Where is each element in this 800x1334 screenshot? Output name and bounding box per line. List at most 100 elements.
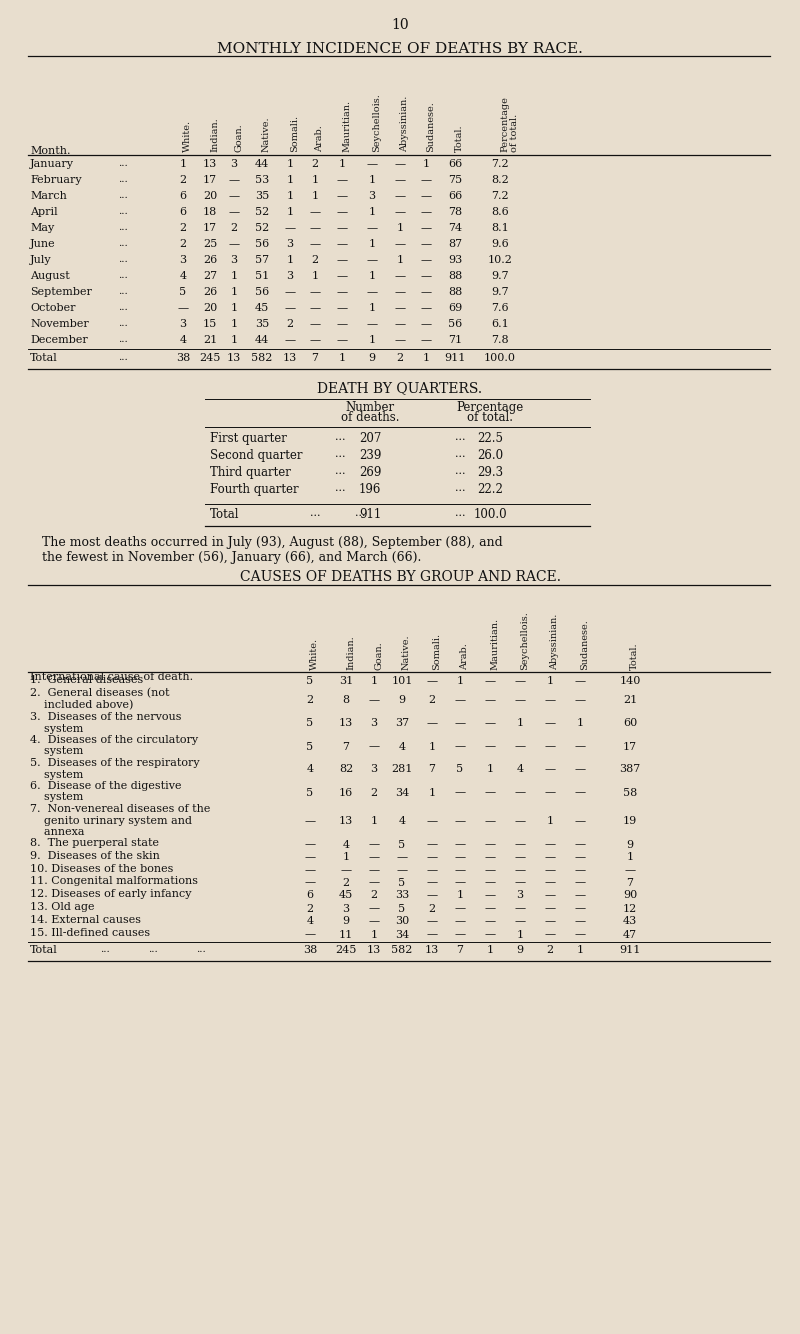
Text: 9: 9	[369, 354, 375, 363]
Text: Total.: Total.	[455, 124, 464, 152]
Text: 21: 21	[203, 335, 217, 346]
Text: —: —	[337, 271, 347, 281]
Text: 2: 2	[306, 695, 314, 704]
Text: 269: 269	[359, 466, 381, 479]
Text: 17: 17	[203, 223, 217, 233]
Text: —: —	[337, 287, 347, 297]
Text: 6.  Disease of the digestive: 6. Disease of the digestive	[30, 780, 182, 791]
Text: Indian.: Indian.	[210, 117, 219, 152]
Text: 911: 911	[619, 944, 641, 955]
Text: 281: 281	[391, 764, 413, 775]
Text: 45: 45	[255, 303, 269, 313]
Text: —: —	[545, 695, 555, 704]
Text: 6: 6	[179, 207, 186, 217]
Text: ...: ...	[355, 508, 366, 518]
Text: DEATH BY QUARTERS.: DEATH BY QUARTERS.	[318, 382, 482, 395]
Text: —: —	[485, 839, 495, 850]
Text: 1: 1	[286, 175, 294, 185]
Text: 5: 5	[306, 742, 314, 751]
Text: of total.: of total.	[467, 411, 513, 424]
Text: 3: 3	[230, 159, 238, 169]
Text: Indian.: Indian.	[346, 635, 355, 670]
Text: 87: 87	[448, 239, 462, 249]
Text: —: —	[337, 207, 347, 217]
Text: ...: ...	[455, 508, 466, 518]
Text: 1: 1	[369, 239, 375, 249]
Text: 2.  General diseases (not: 2. General diseases (not	[30, 688, 170, 698]
Text: —: —	[574, 930, 586, 939]
Text: 2: 2	[311, 159, 318, 169]
Text: ...: ...	[335, 432, 346, 442]
Text: September: September	[30, 287, 92, 297]
Text: 2: 2	[311, 255, 318, 265]
Text: Total.: Total.	[630, 643, 639, 670]
Text: ...: ...	[118, 207, 128, 216]
Text: June: June	[30, 239, 56, 249]
Text: —: —	[369, 916, 379, 927]
Text: 1: 1	[457, 676, 463, 687]
Text: 1: 1	[369, 175, 375, 185]
Text: Seychellois.: Seychellois.	[372, 93, 381, 152]
Text: 9.7: 9.7	[491, 287, 509, 297]
Text: —: —	[426, 816, 438, 826]
Text: —: —	[485, 864, 495, 875]
Text: 3: 3	[286, 239, 294, 249]
Text: 8.2: 8.2	[491, 175, 509, 185]
Text: 4: 4	[306, 916, 314, 927]
Text: ...: ...	[335, 450, 346, 459]
Text: —: —	[426, 891, 438, 900]
Text: 13: 13	[367, 944, 381, 955]
Text: Native.: Native.	[402, 635, 411, 670]
Text: ...: ...	[118, 175, 128, 184]
Text: ...: ...	[118, 159, 128, 168]
Text: ...: ...	[118, 303, 128, 312]
Text: Seychellois.: Seychellois.	[520, 611, 529, 670]
Text: ...: ...	[118, 255, 128, 264]
Text: —: —	[574, 864, 586, 875]
Text: 13: 13	[425, 944, 439, 955]
Text: 37: 37	[395, 719, 409, 728]
Text: —: —	[485, 878, 495, 887]
Text: 1: 1	[230, 319, 238, 329]
Text: ...: ...	[335, 466, 346, 476]
Text: 14. External causes: 14. External causes	[30, 915, 141, 924]
Text: 3: 3	[369, 191, 375, 201]
Text: 2: 2	[546, 944, 554, 955]
Text: —: —	[337, 303, 347, 313]
Text: November: November	[30, 319, 89, 329]
Text: ...: ...	[118, 319, 128, 328]
Text: —: —	[394, 191, 406, 201]
Text: 56: 56	[255, 287, 269, 297]
Text: —: —	[305, 878, 315, 887]
Text: 1.  General diseases: 1. General diseases	[30, 675, 143, 684]
Text: 15: 15	[203, 319, 217, 329]
Text: 3: 3	[179, 255, 186, 265]
Text: First quarter: First quarter	[210, 432, 287, 446]
Text: 8.6: 8.6	[491, 207, 509, 217]
Text: 10.2: 10.2	[487, 255, 513, 265]
Text: —: —	[366, 159, 378, 169]
Text: 9.6: 9.6	[491, 239, 509, 249]
Text: ...: ...	[455, 483, 466, 494]
Text: ...: ...	[118, 191, 128, 200]
Text: —: —	[305, 852, 315, 863]
Text: 1: 1	[429, 742, 435, 751]
Text: February: February	[30, 175, 82, 185]
Text: —: —	[574, 676, 586, 687]
Text: 6: 6	[306, 891, 314, 900]
Text: 16: 16	[339, 787, 353, 798]
Text: 27: 27	[203, 271, 217, 281]
Text: 13: 13	[339, 719, 353, 728]
Text: —: —	[366, 319, 378, 329]
Text: —: —	[426, 878, 438, 887]
Text: 78: 78	[448, 207, 462, 217]
Text: 3: 3	[342, 903, 350, 914]
Text: —: —	[421, 287, 431, 297]
Text: 140: 140	[619, 676, 641, 687]
Text: —: —	[545, 742, 555, 751]
Text: May: May	[30, 223, 54, 233]
Text: 90: 90	[623, 891, 637, 900]
Text: —: —	[454, 864, 466, 875]
Text: 13. Old age: 13. Old age	[30, 902, 94, 912]
Text: —: —	[485, 916, 495, 927]
